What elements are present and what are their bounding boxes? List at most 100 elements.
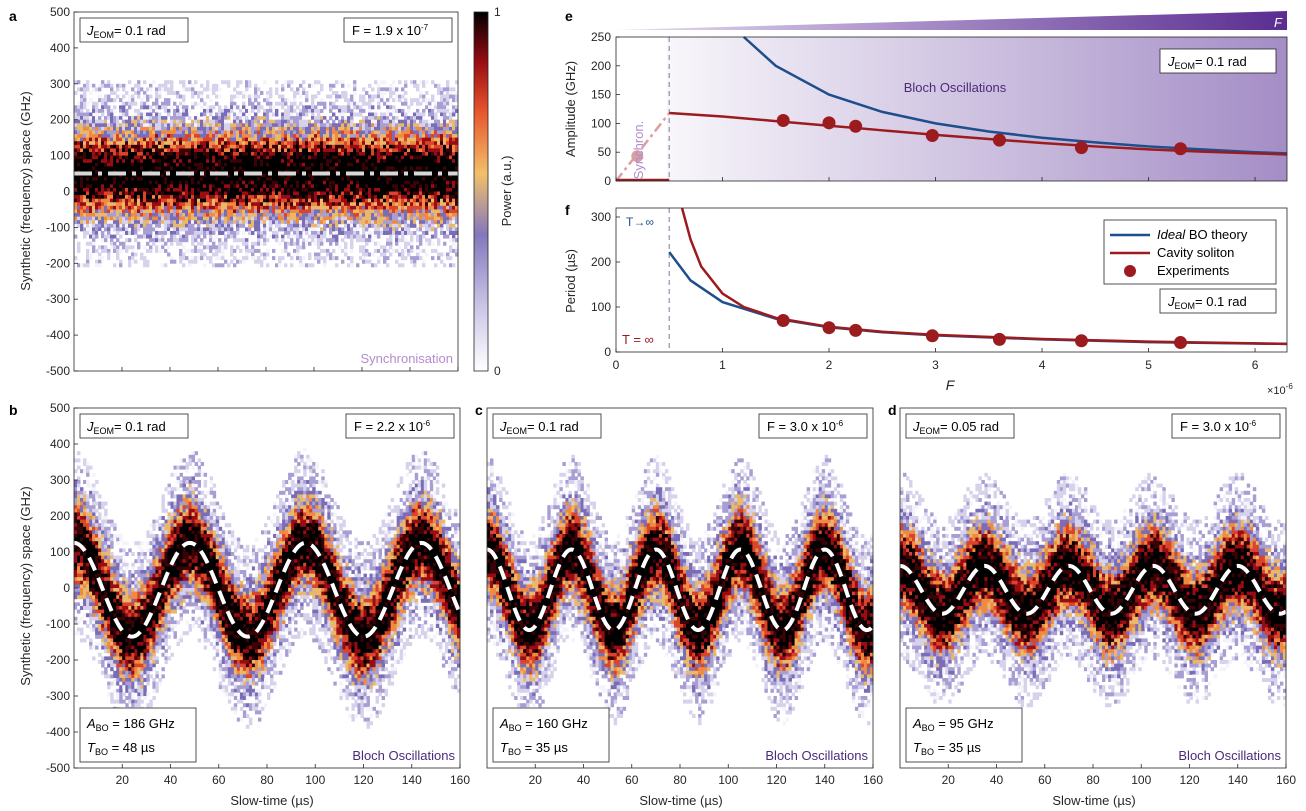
y-axis-label-f: Period (µs) bbox=[563, 249, 578, 313]
f-exponent-d: -6 bbox=[1249, 419, 1257, 428]
x-tick-label-d: 40 bbox=[990, 773, 1004, 787]
panel-label-e: e bbox=[565, 8, 573, 24]
y-tick-label-b: -300 bbox=[46, 689, 70, 703]
synchron-label: Synchron. bbox=[631, 121, 646, 180]
y-axis-label-a: Synthetic (frequency) space (GHz) bbox=[18, 91, 33, 290]
j-subscript: EOM bbox=[1175, 61, 1196, 71]
x-tick-label-f: 2 bbox=[826, 358, 833, 372]
x-axis-label-b: Slow-time (µs) bbox=[230, 793, 313, 808]
x-axis-label-f: F bbox=[946, 377, 956, 393]
x-tick-label-f: 0 bbox=[613, 358, 620, 372]
y-tick-label-e: 200 bbox=[591, 59, 611, 73]
x-tick-label-d: 160 bbox=[1276, 773, 1296, 787]
x-tick-label-d: 20 bbox=[942, 773, 956, 787]
j-subscript: EOM bbox=[94, 426, 115, 436]
x-tick-label-c: 160 bbox=[863, 773, 883, 787]
legend-ideal-rest: BO theory bbox=[1185, 227, 1248, 242]
t-subscript: BO bbox=[921, 747, 934, 757]
x-tick-label-b: 40 bbox=[164, 773, 178, 787]
y-tick-label-b: 300 bbox=[50, 473, 70, 487]
x-tick-label-f: 1 bbox=[719, 358, 726, 372]
colorbar-max-label: 1 bbox=[494, 5, 501, 19]
experiment-point-e bbox=[926, 129, 939, 142]
y-tick-label-b: -500 bbox=[46, 761, 70, 775]
x-tick-label-b: 160 bbox=[450, 773, 470, 787]
f-exponent-c: -6 bbox=[836, 419, 844, 428]
f-value-c: F = 3.0 x 10 bbox=[767, 419, 836, 434]
y-tick-label-b: -400 bbox=[46, 725, 70, 739]
y-tick-label-f: 200 bbox=[591, 255, 611, 269]
j-subscript: EOM bbox=[94, 30, 115, 40]
x-tick-label-c: 80 bbox=[673, 773, 687, 787]
j-box-e: JEOM= 0.1 rad bbox=[1160, 49, 1276, 73]
bloch-label-e: Bloch Oscillations bbox=[904, 80, 1007, 95]
a-symbol: A bbox=[912, 716, 922, 731]
f-value-a: F = 1.9 x 10 bbox=[352, 23, 421, 38]
x-tick-label-d: 120 bbox=[1179, 773, 1199, 787]
j-box-b: JEOM= 0.1 rad bbox=[80, 414, 188, 438]
experiment-point-f bbox=[926, 329, 939, 342]
legend-experiments-label: Experiments bbox=[1157, 263, 1230, 278]
panel-label-c: c bbox=[475, 402, 483, 418]
j-subscript: EOM bbox=[920, 426, 941, 436]
f-wedge bbox=[616, 11, 1287, 30]
x-tick-label-f: 4 bbox=[1039, 358, 1046, 372]
a-symbol: A bbox=[499, 716, 509, 731]
y-tick-label-a: -100 bbox=[46, 220, 70, 234]
experiment-point-f bbox=[993, 333, 1006, 346]
f-box-d: F = 3.0 x 10-6 bbox=[1172, 414, 1280, 438]
f-value-d: F = 3.0 x 10 bbox=[1180, 419, 1249, 434]
j-box-a: JEOM= 0.1 rad bbox=[80, 18, 188, 42]
colorbar-gradient bbox=[474, 12, 488, 371]
a-subscript: BO bbox=[509, 723, 522, 733]
y-tick-label-a: -200 bbox=[46, 256, 70, 270]
j-value-b: = 0.1 rad bbox=[114, 419, 166, 434]
a-value-c: = 160 GHz bbox=[522, 716, 588, 731]
experiment-point-f bbox=[849, 324, 862, 337]
x-tick-label-c: 40 bbox=[577, 773, 591, 787]
x-tick-label-b: 120 bbox=[353, 773, 373, 787]
f-exponent-b: -6 bbox=[423, 419, 431, 428]
corner-label-c: Bloch Oscillations bbox=[765, 748, 868, 763]
a-value-b: = 186 GHz bbox=[109, 716, 175, 731]
t-infinity-red: T = ∞ bbox=[622, 332, 654, 347]
x-exponent-f: ×10-6 bbox=[1267, 382, 1293, 397]
experiment-point-e bbox=[823, 116, 836, 129]
corner-label-a: Synchronisation bbox=[361, 351, 454, 366]
x-tick-label-d: 100 bbox=[1131, 773, 1151, 787]
y-tick-label-f: 300 bbox=[591, 210, 611, 224]
experiment-point-e bbox=[993, 134, 1006, 147]
y-tick-label-b: -200 bbox=[46, 653, 70, 667]
y-tick-label-f: 100 bbox=[591, 300, 611, 314]
y-tick-label-a: 300 bbox=[50, 77, 70, 91]
j-value-a: = 0.1 rad bbox=[114, 23, 166, 38]
a-value-d: = 95 GHz bbox=[935, 716, 994, 731]
x-tick-label-d: 60 bbox=[1038, 773, 1052, 787]
legend-cavity-label: Cavity soliton bbox=[1157, 245, 1234, 260]
panel-label-f: f bbox=[565, 202, 570, 218]
experiment-point-f bbox=[1075, 334, 1088, 347]
colorbar-min-label: 0 bbox=[494, 364, 501, 378]
colorbar-label: Power (a.u.) bbox=[499, 156, 514, 227]
t-subscript: BO bbox=[508, 747, 521, 757]
y-tick-label-a: -300 bbox=[46, 292, 70, 306]
experiment-point-e bbox=[1174, 142, 1187, 155]
y-tick-label-a: -500 bbox=[46, 364, 70, 378]
panel-label-b: b bbox=[9, 402, 18, 418]
y-tick-label-a: -400 bbox=[46, 328, 70, 342]
x-tick-label-f: 3 bbox=[932, 358, 939, 372]
j-value-f: = 0.1 rad bbox=[1195, 294, 1247, 309]
experiment-point-e bbox=[777, 114, 790, 127]
a-subscript: BO bbox=[96, 723, 109, 733]
j-value-e: = 0.1 rad bbox=[1195, 54, 1247, 69]
y-tick-label-a: 200 bbox=[50, 113, 70, 127]
y-tick-label-b: -100 bbox=[46, 617, 70, 631]
t-value-b: = 48 µs bbox=[108, 740, 155, 755]
x-axis-label-d: Slow-time (µs) bbox=[1052, 793, 1135, 808]
y-tick-label-a: 100 bbox=[50, 149, 70, 163]
y-tick-label-e: 0 bbox=[604, 174, 611, 188]
x-tick-label-c: 120 bbox=[766, 773, 786, 787]
legend-ideal-italic: Ideal bbox=[1157, 227, 1186, 242]
